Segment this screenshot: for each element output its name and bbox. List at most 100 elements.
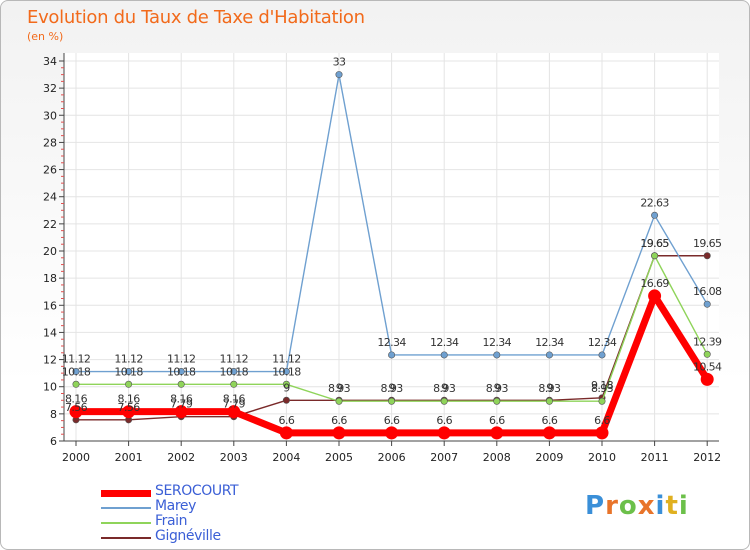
data-label-gigneville: 9 — [494, 381, 501, 394]
x-tick-label: 2001 — [115, 451, 143, 464]
data-point-marey — [335, 71, 343, 79]
data-point-marey — [177, 368, 185, 376]
data-label-gigneville: 9.18 — [591, 379, 614, 392]
data-point-marey — [545, 351, 553, 359]
data-point-serocourt — [648, 289, 662, 303]
data-label-serocourt: 6.6 — [436, 414, 452, 427]
data-point-frain — [335, 397, 343, 405]
data-label-frain: 8.93 — [486, 382, 509, 395]
data-point-serocourt — [69, 405, 83, 419]
data-point-marey — [72, 368, 80, 376]
legend-label-gigneville: Gignéville — [155, 528, 221, 544]
x-tick-label: 2009 — [535, 451, 563, 464]
data-label-serocourt: 10.54 — [693, 360, 722, 373]
data-point-frain — [651, 252, 659, 260]
data-label-serocourt: 6.6 — [489, 414, 505, 427]
y-tick-label: 22 — [43, 218, 57, 231]
data-label-frain: 19.65 — [640, 237, 669, 250]
legend-swatch-gigneville — [101, 537, 151, 539]
data-label-marey: 12.34 — [535, 336, 564, 349]
x-tick-label: 2005 — [325, 451, 353, 464]
x-tick-label: 2011 — [641, 451, 669, 464]
data-point-frain — [545, 397, 553, 405]
legend-item-gigneville[interactable]: Gignéville — [101, 528, 361, 546]
legend-item-serocourt[interactable]: SEROCOURT — [101, 483, 361, 501]
data-point-frain — [388, 397, 396, 405]
x-tick-label: 2000 — [62, 451, 90, 464]
data-point-serocourt — [174, 405, 188, 419]
data-point-gigneville — [703, 252, 711, 260]
data-label-serocourt: 8.16 — [65, 393, 88, 406]
y-tick-label: 16 — [43, 299, 57, 312]
data-point-marey — [230, 368, 238, 376]
logo-letter: i — [655, 491, 666, 521]
legend-label-frain: Frain — [155, 513, 188, 529]
data-label-serocourt: 6.6 — [331, 414, 347, 427]
data-label-serocourt: 6.6 — [594, 414, 610, 427]
y-tick-label: 30 — [43, 109, 57, 122]
data-point-frain — [282, 380, 290, 388]
data-label-gigneville: 7.79 — [170, 398, 193, 411]
data-label-serocourt: 6.6 — [384, 414, 400, 427]
legend-swatch-marey — [101, 507, 151, 509]
data-label-gigneville: 7.56 — [65, 401, 88, 414]
y-tick-label: 20 — [43, 245, 57, 258]
chart-title: Evolution du Taux de Taxe d'Habitation — [27, 7, 365, 28]
data-point-frain — [493, 397, 501, 405]
logo-letter: o — [618, 491, 638, 521]
data-point-frain — [72, 380, 80, 388]
data-label-marey: 12.34 — [377, 336, 406, 349]
data-label-gigneville: 9 — [546, 381, 553, 394]
data-label-gigneville: 9 — [336, 381, 343, 394]
data-label-marey: 12.34 — [430, 336, 459, 349]
data-point-serocourt — [279, 426, 293, 440]
data-point-frain — [703, 350, 711, 358]
y-tick-label: 18 — [43, 272, 57, 285]
data-point-serocourt — [542, 426, 556, 440]
legend-swatch-frain — [101, 522, 151, 524]
data-label-gigneville: 9 — [388, 381, 395, 394]
x-tick-label: 2010 — [588, 451, 616, 464]
data-label-gigneville: 19.65 — [640, 237, 669, 250]
data-label-frain: 10.18 — [272, 365, 301, 378]
data-point-serocourt — [227, 405, 241, 419]
legend-item-marey[interactable]: Marey — [101, 498, 361, 516]
data-point-serocourt — [122, 405, 136, 419]
data-label-frain: 8.93 — [591, 382, 614, 395]
data-label-marey: 11.12 — [62, 353, 91, 366]
logo-letter: t — [665, 491, 679, 521]
data-point-frain — [230, 380, 238, 388]
data-label-marey: 12.34 — [588, 336, 617, 349]
y-tick-label: 10 — [43, 381, 57, 394]
x-tick-label: 2007 — [430, 451, 458, 464]
y-tick-label: 32 — [43, 82, 57, 95]
y-tick-label: 14 — [43, 326, 57, 339]
data-point-gigneville — [282, 396, 290, 404]
data-point-frain — [125, 380, 133, 388]
data-label-gigneville: 9 — [283, 381, 290, 394]
data-label-marey: 11.12 — [272, 353, 301, 366]
data-label-frain: 10.18 — [62, 365, 91, 378]
data-label-marey: 11.12 — [220, 353, 249, 366]
y-tick-label: 28 — [43, 136, 57, 149]
data-label-serocourt: 16.69 — [640, 277, 669, 290]
data-label-frain: 8.93 — [538, 382, 561, 395]
x-tick-label: 2003 — [220, 451, 248, 464]
data-label-serocourt: 6.6 — [542, 414, 558, 427]
x-tick-label: 2008 — [483, 451, 511, 464]
legend-item-frain[interactable]: Frain — [101, 513, 361, 531]
y-tick-label: 12 — [43, 354, 57, 367]
data-label-frain: 12.39 — [693, 335, 722, 348]
x-tick-label: 2006 — [378, 451, 406, 464]
data-point-marey — [598, 351, 606, 359]
data-label-frain: 10.18 — [220, 365, 249, 378]
data-label-serocourt: 8.16 — [170, 393, 193, 406]
data-point-marey — [282, 368, 290, 376]
data-point-serocourt — [385, 426, 399, 440]
data-point-marey — [125, 368, 133, 376]
x-tick-label: 2002 — [167, 451, 195, 464]
x-tick-label: 2012 — [693, 451, 721, 464]
x-tick-label: 2004 — [272, 451, 300, 464]
